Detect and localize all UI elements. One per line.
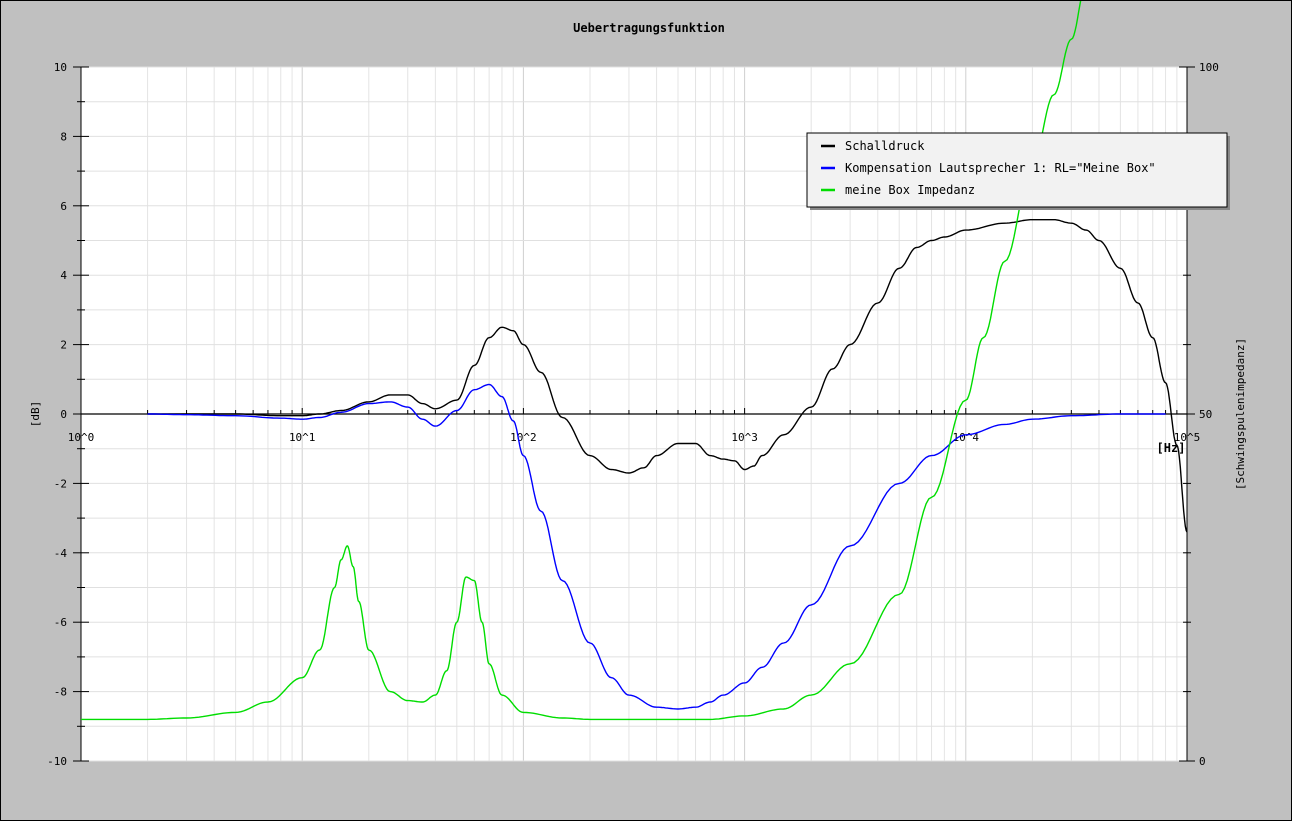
x-tick-label: 10^1 — [289, 431, 316, 444]
y-tick-label: 4 — [60, 269, 67, 282]
y-tick-label: -4 — [54, 547, 68, 560]
y-tick-label: -10 — [47, 755, 67, 768]
y2-tick-label: 50 — [1199, 408, 1212, 421]
y2-tick-label: 100 — [1199, 61, 1219, 74]
y-tick-label: 2 — [60, 339, 67, 352]
legend-entry: meine Box Impedanz — [845, 183, 975, 197]
y-axis-label: [dB] — [29, 401, 42, 428]
y-tick-label: 0 — [60, 408, 67, 421]
y2-tick-label: 0 — [1199, 755, 1206, 768]
x-tick-label: 10^3 — [731, 431, 758, 444]
y2-tick-labels: 100 50 0 — [1199, 61, 1219, 768]
y-tick-label: 10 — [54, 61, 67, 74]
y-tick-label: 8 — [60, 130, 67, 143]
x-tick-labels: 10^0 10^1 10^2 10^3 10^4 10^5 — [68, 431, 1201, 444]
series-line-2 — [147, 383, 1166, 710]
legend-entry: Kompensation Lautsprecher 1: RL="Meine B… — [845, 161, 1156, 175]
y-tick-label: -6 — [54, 616, 67, 629]
x-tick-label: 10^5 — [1174, 431, 1201, 444]
x-tick-label: 10^0 — [68, 431, 95, 444]
chart-title: Uebertragungsfunktion — [573, 21, 725, 35]
legend-box — [806, 132, 1228, 208]
series-line-1 — [147, 219, 1188, 533]
y-tick-labels: 10 8 6 4 2 0 -2 -4 -6 -8 -10 — [47, 61, 67, 768]
series-line-3 — [81, 1, 1082, 721]
y-tick-label: -2 — [54, 477, 67, 490]
y-tick-label: -8 — [54, 686, 67, 699]
series-lines — [81, 1, 1188, 721]
x-tick-label: 10^2 — [510, 431, 537, 444]
y2-axis-label: [Schwingspulenimpedanz] — [1234, 338, 1247, 490]
legend-entry: Schalldruck — [845, 139, 925, 153]
legend: Schalldruck Kompensation Lautsprecher 1: … — [806, 132, 1230, 210]
y-tick-label: 6 — [60, 200, 67, 213]
x-axis-label: [Hz] — [1157, 441, 1186, 455]
